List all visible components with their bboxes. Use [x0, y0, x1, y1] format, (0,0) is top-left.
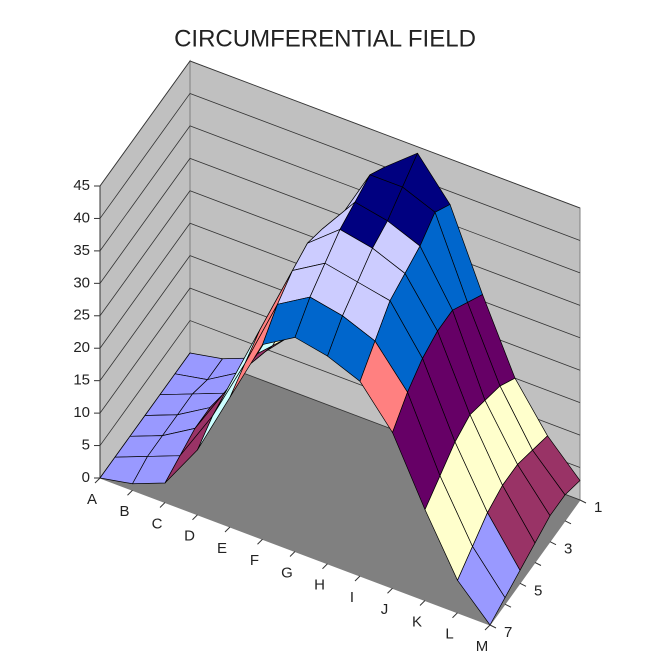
tick-mark: [289, 551, 296, 557]
tick-mark: [257, 538, 263, 545]
x-tick-label: I: [350, 589, 354, 606]
tick-mark: [159, 502, 166, 508]
depth-tick-label: 5: [534, 582, 542, 599]
grid-line: [99, 60, 581, 209]
z-tick-label: 5: [82, 437, 90, 454]
tick-mark: [504, 603, 512, 608]
z-tick-label: 0: [82, 469, 90, 486]
tick-mark: [354, 575, 361, 582]
tick-mark: [224, 526, 231, 533]
x-tick-label: B: [119, 503, 129, 520]
x-tick-label: E: [217, 540, 227, 557]
depth-tick-label: 1: [594, 499, 602, 516]
tick-mark: [549, 541, 557, 546]
z-tick-label: 20: [73, 339, 90, 356]
x-tick-label: F: [250, 552, 259, 569]
depth-tick-label: 7: [504, 624, 512, 641]
tick-mark: [419, 600, 426, 606]
depth-tick-label: 3: [564, 541, 572, 558]
x-tick-label: L: [445, 626, 453, 643]
tick-mark: [387, 587, 393, 594]
z-tick-label: 30: [73, 274, 90, 291]
z-tick-label: 10: [73, 404, 90, 421]
tick-mark: [519, 582, 527, 587]
z-tick-label: 15: [73, 372, 90, 389]
x-tick-label: C: [152, 515, 163, 532]
x-tick-label: M: [476, 638, 489, 655]
tick-mark: [192, 514, 198, 521]
x-tick-label: K: [412, 613, 422, 630]
x-tick-label: D: [184, 528, 195, 545]
chart-title: CIRCUMFERENTIAL FIELD: [174, 25, 476, 52]
tick-mark: [489, 624, 497, 629]
x-tick-label: G: [281, 564, 293, 581]
tick-mark: [94, 477, 101, 484]
z-tick-label: 25: [73, 307, 90, 324]
z-tick-label: 35: [73, 242, 90, 259]
tick-mark: [452, 612, 458, 619]
z-tick-label: 45: [73, 177, 90, 194]
tick-mark: [564, 520, 572, 525]
tick-mark: [579, 499, 587, 504]
tick-mark: [127, 489, 133, 496]
grid-line: [99, 92, 581, 241]
tick-mark: [484, 624, 491, 631]
tick-mark: [322, 563, 328, 570]
z-tick-label: 40: [73, 209, 90, 226]
x-tick-label: J: [381, 601, 389, 618]
x-tick-label: H: [314, 577, 325, 594]
x-tick-label: A: [87, 491, 97, 508]
tick-mark: [534, 562, 542, 566]
